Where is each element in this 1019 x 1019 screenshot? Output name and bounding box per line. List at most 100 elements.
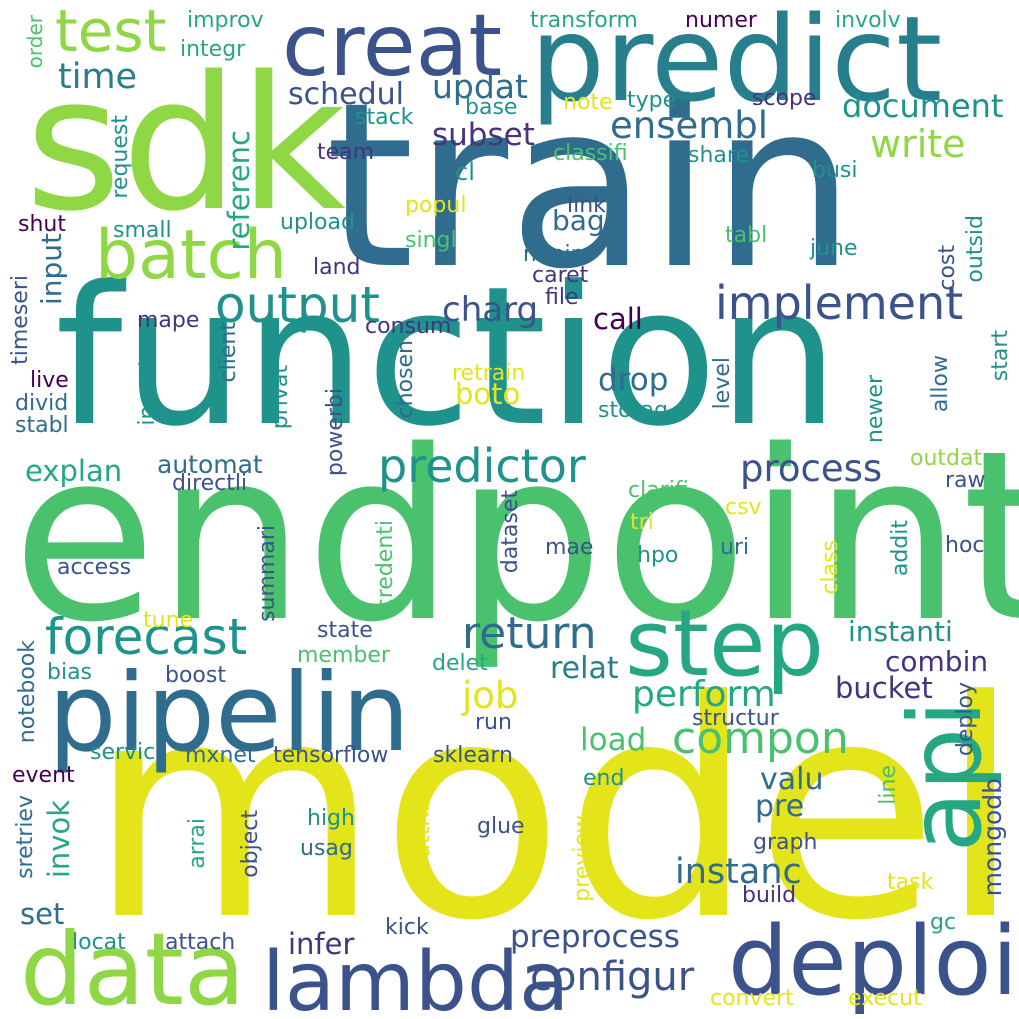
word-endpoint: endpoint <box>12 401 1019 674</box>
word-uri: uri <box>720 535 750 560</box>
word-invok: invok <box>42 800 76 879</box>
word-lambda: lambda <box>262 935 570 1019</box>
word-schedul: schedul <box>288 77 404 112</box>
word-graph: graph <box>753 830 818 855</box>
word-event: event <box>12 763 75 788</box>
word-subset: subset <box>432 117 535 153</box>
word-hoc: hoc <box>945 533 985 558</box>
word-consum: consum <box>365 314 452 339</box>
word-directli: directli <box>172 471 248 496</box>
word-bag: bag <box>552 204 605 237</box>
word-request: request <box>108 115 133 199</box>
word-model: model <box>88 637 1019 986</box>
word-team: team <box>317 140 375 165</box>
word-kick: kick <box>385 915 429 940</box>
word-servic: servic <box>90 740 156 765</box>
word-access: access <box>57 555 132 580</box>
word-write: write <box>870 122 966 166</box>
word-load: load <box>580 722 647 758</box>
word-cost: cost <box>935 245 960 291</box>
word-small: small <box>113 218 172 243</box>
word-usag: usag <box>300 836 353 861</box>
word-pipelin: pipelin <box>48 651 411 776</box>
word-divid: divid <box>15 391 69 416</box>
word-outdat: outdat <box>910 446 983 471</box>
word-valu: valu <box>760 762 824 797</box>
word-state: state <box>317 618 373 643</box>
word-tri: tri <box>630 510 654 535</box>
word-transform: transform <box>530 8 638 33</box>
word-allow: allow <box>928 355 953 413</box>
word-deploi: deploi <box>728 907 1018 1017</box>
word-call: call <box>593 302 643 336</box>
word-upload: upload <box>280 210 355 235</box>
word-integr: integr <box>180 37 246 62</box>
word-mae: mae <box>545 535 594 560</box>
word-execut: execut <box>848 986 922 1011</box>
word-improv: improv <box>187 8 264 33</box>
word-job: job <box>462 674 519 717</box>
word-raw: raw <box>945 468 986 493</box>
word-classifi: classifi <box>553 141 628 166</box>
word-member: member <box>297 643 390 668</box>
word-stabl: stabl <box>15 413 69 438</box>
word-minim: minim <box>523 242 593 267</box>
word-storag: storag <box>598 398 669 423</box>
word-preprocess: preprocess <box>510 919 680 955</box>
word-order: order <box>23 15 47 69</box>
word-notebook: notebook <box>15 640 40 744</box>
word-gc: gc <box>930 910 957 935</box>
word-glue: glue <box>477 814 525 839</box>
word-locat: locat <box>72 930 126 955</box>
word-dataset: dataset <box>498 490 523 574</box>
word-newer: newer <box>863 375 888 444</box>
word-infer: infer <box>288 927 355 961</box>
word-run: run <box>475 710 512 735</box>
word-pre: pre <box>755 789 805 824</box>
word-cl: cl <box>455 158 475 186</box>
word-hpo: hpo <box>637 543 679 568</box>
word-step: step <box>625 590 825 697</box>
word-base: base <box>465 95 518 120</box>
word-mongodb: mongodb <box>978 778 1007 897</box>
word-return: return <box>462 608 597 659</box>
word-instanti: instanti <box>848 615 953 648</box>
word-land: land <box>313 255 361 280</box>
word-combin: combin <box>885 645 989 678</box>
word-singl: singl <box>405 228 457 253</box>
word-build: build <box>742 883 797 908</box>
word-data: data <box>20 911 246 1019</box>
word-preview: preview <box>570 815 595 902</box>
word-powerbi: powerbi <box>323 388 348 477</box>
word-forecast: forecast <box>45 608 248 666</box>
word-delet: delet <box>432 651 488 676</box>
word-share: share <box>688 143 749 168</box>
word-attach: attach <box>165 930 236 955</box>
word-sklearn: sklearn <box>433 743 513 768</box>
word-function: function <box>55 246 840 469</box>
word-input: input <box>35 233 68 306</box>
word-convert: convert <box>710 986 794 1011</box>
word-tabl: tabl <box>725 223 768 248</box>
word-stack: stack <box>355 105 414 130</box>
word-tensorflow: tensorflow <box>273 743 389 768</box>
word-note: note <box>563 90 613 115</box>
word-predict: predict <box>530 0 943 128</box>
word-summari: summari <box>255 525 280 622</box>
word-popul: popul <box>405 193 467 218</box>
word-creat: creat <box>282 0 503 96</box>
word-end: end <box>583 766 625 791</box>
word-output: output <box>215 276 380 334</box>
word-referenc: referenc <box>222 130 256 251</box>
word-perform: perform <box>632 674 776 715</box>
word-outsid: outsid <box>963 215 988 283</box>
word-clarifi: clarifi <box>628 478 689 503</box>
word-batch: batch <box>95 216 287 295</box>
word-scope: scope <box>752 86 817 111</box>
word-line: line <box>876 765 901 805</box>
word-train: train <box>325 53 856 319</box>
word-implement: implement <box>715 276 964 330</box>
word-client: client <box>216 322 241 383</box>
word-process: process <box>740 447 883 490</box>
